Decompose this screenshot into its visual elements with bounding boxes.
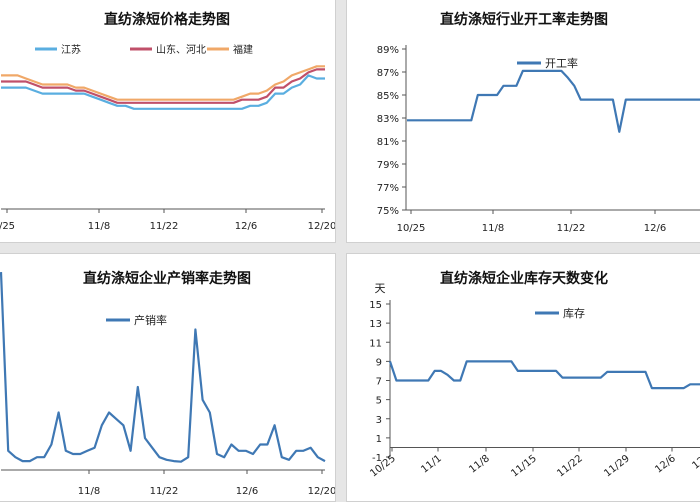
series-line	[1, 68, 325, 104]
y-tick-label: 15	[369, 300, 382, 311]
legend-label: 江苏	[61, 43, 81, 56]
x-tick-label: 11/22	[150, 486, 179, 497]
price-chart-panel: 直纺涤短价格走势图 /25 11/8 11/22 12/6 12/20 江苏 山东、河北 福建	[0, 0, 336, 243]
y-tick-label: 3	[376, 415, 382, 426]
y-tick-label: 87%	[377, 68, 399, 79]
legend-label: 库存	[563, 306, 585, 320]
x-tick-label: 11/8	[467, 453, 491, 476]
price-chart-title: 直纺涤短价格走势图	[104, 12, 230, 28]
y-tick-label: 83%	[377, 114, 399, 125]
x-tick-label: 10/25	[397, 223, 426, 234]
series-line	[407, 69, 700, 133]
legend-label: 山东、河北	[156, 43, 206, 56]
x-tick-label: 12/20	[308, 486, 336, 497]
y-tick-label: 11	[369, 338, 382, 349]
operating-rate-chart-panel: 直纺涤短行业开工率走势图 89% 87% 85% 83% 81% 79% 77% 75% 10/…	[346, 0, 700, 243]
y-tick-label: 81%	[377, 137, 399, 148]
x-tick-label: /25	[0, 221, 15, 232]
sales-ratio-chart-panel: 直纺涤短企业产销率走势图 11/8 11/22 12/6 12/20 产销率	[0, 253, 336, 502]
y-tick-label: 1	[376, 434, 382, 445]
y-tick-label: 5	[376, 396, 382, 407]
operating-rate-chart: 89% 87% 85% 83% 81% 79% 77% 75% 10/25 11/8 11/22 12…	[377, 45, 700, 234]
series-line	[1, 74, 325, 110]
x-tick-label: 11/8	[482, 223, 504, 234]
price-chart: /25 11/8 11/22 12/6 12/20 江苏 山东、河北 福建	[0, 43, 336, 232]
legend-label: 开工率	[545, 56, 578, 70]
x-tick-label: 11/8	[88, 221, 110, 232]
y-tick-label: 77%	[377, 183, 399, 194]
y-tick-label: 79%	[377, 160, 399, 171]
y-tick-label: -1	[372, 453, 382, 464]
sales-ratio-chart: 11/8 11/22 12/6 12/20 产销率	[0, 272, 336, 497]
x-tick-label: 11/29	[602, 453, 631, 479]
x-tick-label: 11/22	[555, 453, 584, 479]
x-tick-label: 11/15	[509, 453, 538, 479]
inventory-days-chart-title: 直纺涤短企业库存天数变化	[440, 271, 608, 287]
x-tick-label: 12/6	[644, 223, 666, 234]
y-tick-label: 13	[369, 319, 382, 330]
x-tick-label: 12/6	[653, 453, 677, 476]
series-line	[388, 360, 700, 390]
legend-label: 福建	[233, 43, 253, 56]
x-tick-label: 12/	[690, 453, 700, 472]
legend-label: 产销率	[134, 313, 167, 327]
x-tick-label: 11/22	[557, 223, 586, 234]
series-line	[0, 272, 326, 463]
inventory-days-chart-panel: 直纺涤短企业库存天数变化 天 15 13 11 9 7 5 3 1 -1 10/25 11/1 11/8…	[346, 253, 700, 502]
y-tick-label: 89%	[377, 45, 399, 56]
x-tick-label: 12/6	[236, 486, 258, 497]
x-tick-label: 11/8	[78, 486, 100, 497]
y-tick-label: 75%	[377, 206, 399, 217]
x-tick-label: 11/1	[419, 453, 443, 476]
x-tick-label: 11/22	[150, 221, 179, 232]
series-line	[1, 65, 325, 101]
y-tick-label: 7	[376, 377, 382, 388]
x-tick-label: 12/6	[235, 221, 257, 232]
sales-ratio-chart-title: 直纺涤短企业产销率走势图	[83, 271, 251, 287]
operating-rate-chart-title: 直纺涤短行业开工率走势图	[440, 12, 608, 28]
y-axis-unit: 天	[375, 282, 386, 295]
y-tick-label: 9	[376, 357, 382, 368]
x-tick-label: 12/20	[308, 221, 336, 232]
y-tick-label: 85%	[377, 91, 399, 102]
